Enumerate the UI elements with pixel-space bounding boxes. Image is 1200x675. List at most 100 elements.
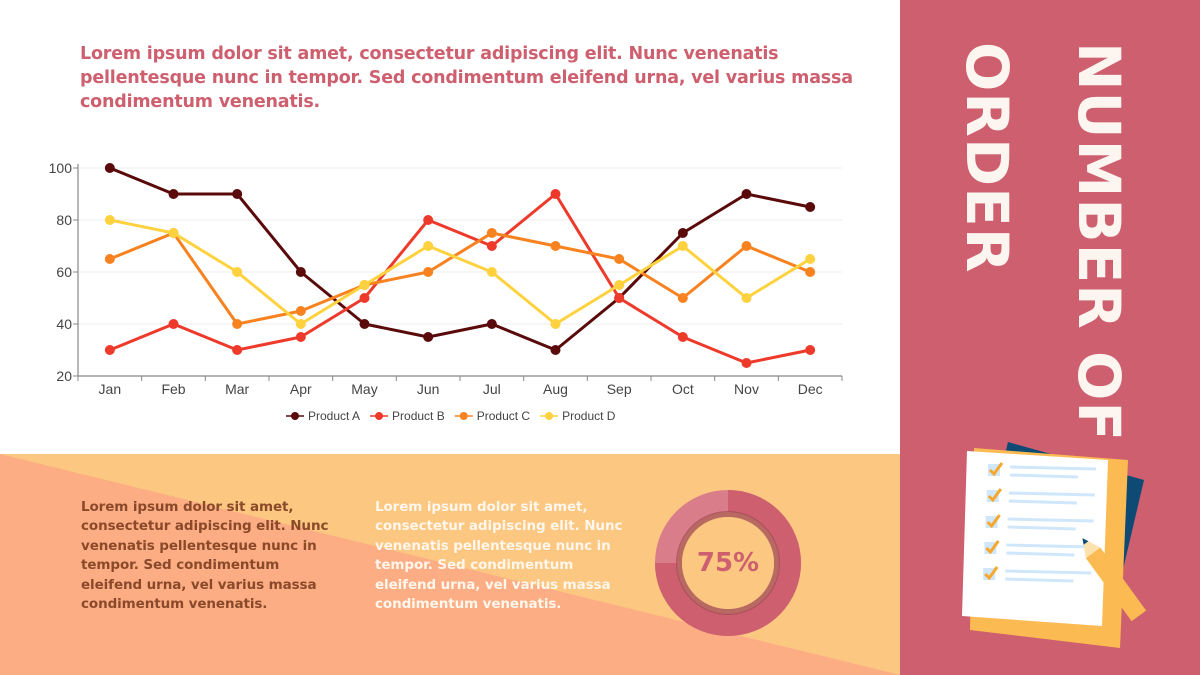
data-point [805, 202, 816, 212]
x-tick-label: Jan [99, 381, 122, 397]
legend-label: Product B [392, 409, 445, 423]
x-tick-label: Mar [225, 381, 249, 397]
checkmark-icon [988, 462, 1004, 477]
series-lines [104, 163, 816, 368]
intro-text: Lorem ipsum dolor sit amet, consectetur … [80, 44, 853, 112]
bottom-background [0, 454, 900, 675]
legend-item: Product A [286, 409, 360, 423]
legend-item: Product B [370, 409, 445, 423]
y-tick-label: 60 [56, 264, 72, 280]
data-point [614, 293, 625, 303]
checklist-row [983, 566, 1092, 583]
data-point [232, 189, 243, 199]
y-tick-label: 40 [56, 316, 72, 332]
data-point [550, 241, 561, 251]
data-point [550, 319, 561, 329]
series-product-d [104, 215, 816, 329]
data-point [486, 241, 497, 251]
data-point [550, 345, 561, 355]
y-tick-label: 100 [49, 160, 73, 176]
data-point [104, 345, 115, 355]
checklist-row [988, 462, 1097, 479]
checklist-with-pencil-icon [962, 442, 1147, 648]
data-point [486, 267, 497, 277]
title-line-2: ORDER [953, 42, 1021, 274]
data-point [168, 319, 179, 329]
data-point [677, 228, 688, 238]
data-point [423, 241, 434, 251]
left-paragraph: Lorem ipsum dolor sit amet, consectetur … [81, 499, 329, 613]
data-point [741, 189, 752, 199]
data-point [104, 163, 115, 173]
line-chart: 20 40 60 80 100 Jan Feb Mar Apr May Jun Jul Aug Sep O… [49, 160, 843, 423]
checklist-row [985, 514, 1094, 531]
paper-sheet [962, 451, 1108, 626]
data-point [168, 189, 179, 199]
data-point [423, 267, 434, 277]
legend-item: Product C [454, 409, 531, 423]
data-point [741, 241, 752, 251]
checklist-items [983, 462, 1097, 583]
x-tick-label: Jul [483, 381, 501, 397]
legend-marker [459, 412, 468, 420]
data-point [232, 319, 243, 329]
data-point [805, 345, 816, 355]
donut-percent-label: 75% [696, 548, 760, 578]
data-point [614, 280, 625, 290]
x-tick-label: May [351, 381, 377, 397]
legend-marker [545, 412, 554, 420]
data-point [359, 293, 370, 303]
background-salmon-triangle [0, 454, 900, 675]
x-tick-label: Nov [734, 381, 759, 397]
legend-label: Product A [308, 409, 360, 423]
data-point [295, 319, 306, 329]
x-tick-label: Feb [161, 381, 185, 397]
series-product-c [104, 228, 816, 329]
data-point [741, 358, 752, 368]
series-line [109, 218, 811, 326]
data-point [295, 267, 306, 277]
checkmark-icon [987, 488, 1003, 503]
legend: Product A Product B Product C Product D [286, 409, 616, 423]
data-point [614, 254, 625, 264]
donut-progress-arc [655, 490, 801, 636]
middle-paragraph: Lorem ipsum dolor sit amet, consectetur … [375, 499, 623, 613]
x-tick-label: Apr [290, 381, 312, 397]
pencil-icon [1082, 538, 1147, 622]
data-point [423, 215, 434, 225]
donut-center [682, 517, 774, 609]
checkmark-icon [986, 514, 1001, 529]
series-product-b [104, 189, 816, 368]
data-point [104, 254, 115, 264]
series-line [109, 231, 811, 326]
checklist-row [984, 540, 1093, 557]
legend-label: Product C [477, 409, 531, 423]
legend-marker [291, 412, 299, 420]
data-point [104, 215, 115, 225]
title-line-1: NUMBER OF [1065, 42, 1133, 442]
data-point [232, 267, 243, 277]
progress-donut [655, 490, 801, 636]
data-point [423, 332, 434, 342]
y-tick-label: 20 [56, 368, 72, 384]
data-point [677, 293, 688, 303]
data-point [741, 293, 752, 303]
data-point [168, 228, 179, 238]
data-point [486, 228, 497, 238]
data-point [295, 332, 306, 342]
legend-item: Product D [540, 409, 616, 423]
data-point [805, 254, 816, 264]
data-point [805, 267, 816, 277]
axes [73, 164, 843, 381]
checkmark-icon [984, 566, 999, 581]
series-line [109, 166, 811, 352]
y-tick-labels: 20 40 60 80 100 [49, 160, 73, 384]
legend-marker [375, 412, 384, 420]
x-tick-label: Aug [543, 381, 568, 397]
y-tick-label: 80 [56, 212, 72, 228]
data-point [359, 280, 370, 290]
data-point [550, 189, 561, 199]
x-tick-label: Dec [798, 381, 823, 397]
x-tick-label: Sep [607, 381, 632, 397]
data-point [359, 319, 370, 329]
